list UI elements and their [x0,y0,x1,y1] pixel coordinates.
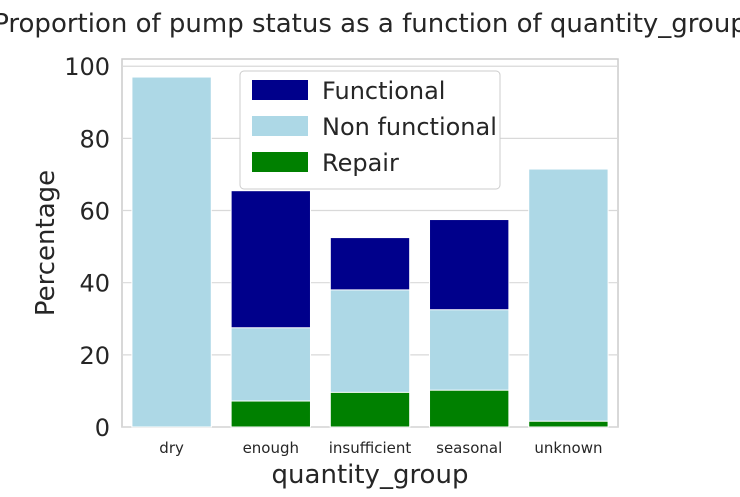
legend-label: Functional [322,77,445,105]
legend-label: Repair [322,149,399,177]
legend: Functional Non functional Repair [239,70,501,190]
bar-repair-seasonal [429,389,510,428]
y-axis-label: Percentage [31,170,61,316]
y-tick-label: 80 [79,125,110,153]
legend-label: Non functional [322,113,497,141]
bar-repair-insufficient [329,391,411,428]
legend-swatch [252,80,308,100]
bar-non-functional-unknown [528,168,609,428]
x-axis-label: quantity_group [272,460,469,490]
x-tick-label: seasonal [436,439,502,457]
bar-non-functional-dry [131,76,212,428]
y-tick-label: 0 [95,414,110,442]
y-tick-labels: 0 20 40 60 80 100 [64,53,110,442]
x-tick-labels: dry enough insufficient seasonal unknown [159,439,602,457]
legend-swatch [252,152,308,172]
x-tick-label: dry [159,439,184,457]
y-tick-label: 60 [79,198,110,226]
bars [131,76,609,428]
y-tick-label: 40 [79,270,110,298]
x-tick-label: enough [243,439,299,457]
bar-repair-enough [230,400,311,428]
x-tick-label: unknown [534,439,602,457]
x-tick-label: insufficient [329,439,412,457]
y-tick-label: 20 [79,342,110,370]
chart-title: Proportion of pump status as a function … [0,9,740,39]
y-tick-label: 100 [64,53,110,81]
bar-repair-unknown [528,420,609,428]
legend-swatch [252,116,308,136]
